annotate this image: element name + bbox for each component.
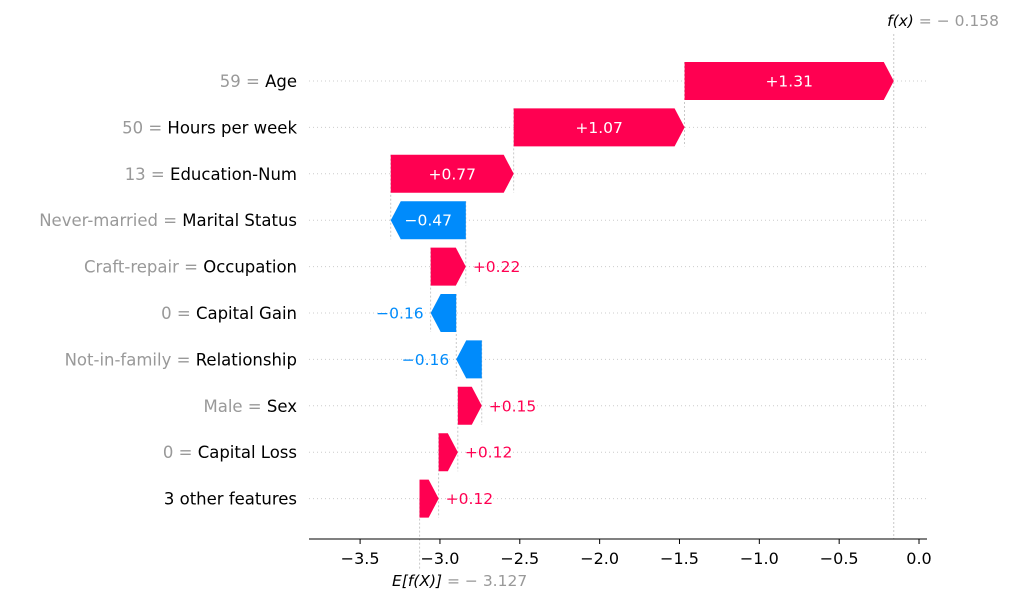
feature-value: 59 <box>220 72 241 91</box>
x-tick-label: −0.5 <box>820 549 859 568</box>
feature-labels: 59 = Age 50 = Hours per week 13 = Educatio… <box>39 72 297 509</box>
bar-negative <box>456 340 482 379</box>
x-tick-label: −2.5 <box>500 549 539 568</box>
x-tick-label: −1.0 <box>740 549 779 568</box>
feature-label: Not-in-family = Relationship <box>65 350 297 369</box>
bar-value-label: −0.47 <box>405 212 453 230</box>
fx-annotation: f(x) = − 0.158 <box>887 12 999 30</box>
feature-value: Never-married <box>39 211 158 230</box>
feature-label: Craft-repair = Occupation <box>84 258 297 277</box>
x-tick-label: 0.0 <box>906 549 931 568</box>
feature-name: Marital Status <box>182 211 297 230</box>
efx-prefix: E[f(X)] <box>392 572 442 590</box>
bar-positive <box>438 433 458 472</box>
feature-value: 0 <box>163 443 174 462</box>
equals-sign: = <box>173 443 197 462</box>
feature-label: 3 other features <box>164 490 297 509</box>
feature-value: 0 <box>161 304 172 323</box>
fx-prefix: f(x) <box>887 12 914 30</box>
bar-value-label: −0.16 <box>376 305 424 323</box>
bar-positive <box>430 247 466 286</box>
feature-label: 50 = Hours per week <box>122 118 297 137</box>
fx-value: = − 0.158 <box>914 12 999 30</box>
equals-sign: = <box>172 304 196 323</box>
feature-label: 59 = Age <box>220 72 297 91</box>
feature-name: Relationship <box>196 350 297 369</box>
equals-sign: = <box>241 72 265 91</box>
bar-value-label: −0.16 <box>402 351 450 369</box>
feature-label: 13 = Education-Num <box>125 165 297 184</box>
feature-name: 3 other features <box>164 490 297 509</box>
equals-sign: = <box>179 258 203 277</box>
bar-connectors <box>390 34 895 570</box>
x-tick-label: −3.5 <box>341 549 380 568</box>
feature-value: 13 <box>125 165 146 184</box>
x-tick-label: −3.0 <box>421 549 460 568</box>
x-tick-label: −1.5 <box>660 549 699 568</box>
feature-name: Occupation <box>203 258 297 277</box>
feature-name: Capital Loss <box>198 443 297 462</box>
annotations: f(x) = − 0.158 E[f(X)] = − 3.127 <box>392 12 999 590</box>
bar-value-label: +0.12 <box>446 490 494 508</box>
equals-sign: = <box>158 211 182 230</box>
efx-annotation: E[f(X)] = − 3.127 <box>392 572 527 590</box>
bars: +1.31 +1.07 +0.77 −0.47 +0.22 −0.16 −0.16 +0.15… <box>376 62 894 518</box>
x-axis: −3.5 −3.0 −2.5 −2.0 −1.5 −1.0 −0.5 0.0 <box>309 538 932 568</box>
equals-sign: = <box>146 165 170 184</box>
bar-value-label: +0.22 <box>473 258 521 276</box>
bar-value-label: +0.15 <box>489 397 537 415</box>
x-tick-label: −2.0 <box>580 549 619 568</box>
bar-positive <box>390 154 514 193</box>
equals-sign: = <box>171 350 195 369</box>
feature-name: Age <box>265 72 297 91</box>
bar-negative <box>390 201 466 240</box>
feature-name: Education-Num <box>170 165 297 184</box>
feature-name: Sex <box>267 397 297 416</box>
bar-positive <box>457 386 482 425</box>
feature-value: 50 <box>122 118 143 137</box>
bar-positive <box>419 479 439 518</box>
bar-positive <box>684 62 894 100</box>
feature-label: Never-married = Marital Status <box>39 211 297 230</box>
feature-name: Hours per week <box>167 118 297 137</box>
feature-label: 0 = Capital Loss <box>163 443 297 462</box>
bar-value-label: +1.07 <box>575 119 623 137</box>
feature-value: Craft-repair <box>84 258 179 277</box>
feature-value: Male <box>203 397 242 416</box>
feature-label: 0 = Capital Gain <box>161 304 297 323</box>
feature-name: Capital Gain <box>196 304 297 323</box>
efx-value: = − 3.127 <box>442 572 527 590</box>
feature-label: Male = Sex <box>203 397 297 416</box>
bar-negative <box>430 294 457 332</box>
equals-sign: = <box>243 397 267 416</box>
bar-positive <box>513 108 685 147</box>
bar-value-label: +0.12 <box>465 444 513 462</box>
feature-value: Not-in-family <box>65 350 172 369</box>
bar-value-label: +1.31 <box>765 73 813 91</box>
bar-value-label: +0.77 <box>428 165 476 183</box>
equals-sign: = <box>143 118 167 137</box>
